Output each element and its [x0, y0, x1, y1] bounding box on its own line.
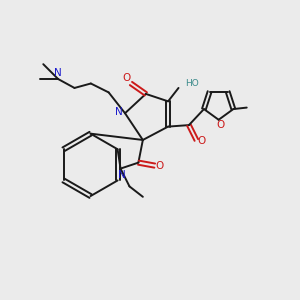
Text: O: O [216, 120, 224, 130]
Text: O: O [122, 74, 130, 83]
Text: N: N [118, 170, 126, 180]
Text: HO: HO [185, 79, 199, 88]
Text: O: O [198, 136, 206, 146]
Text: N: N [115, 107, 123, 117]
Text: N: N [54, 68, 62, 78]
Text: O: O [156, 160, 164, 171]
